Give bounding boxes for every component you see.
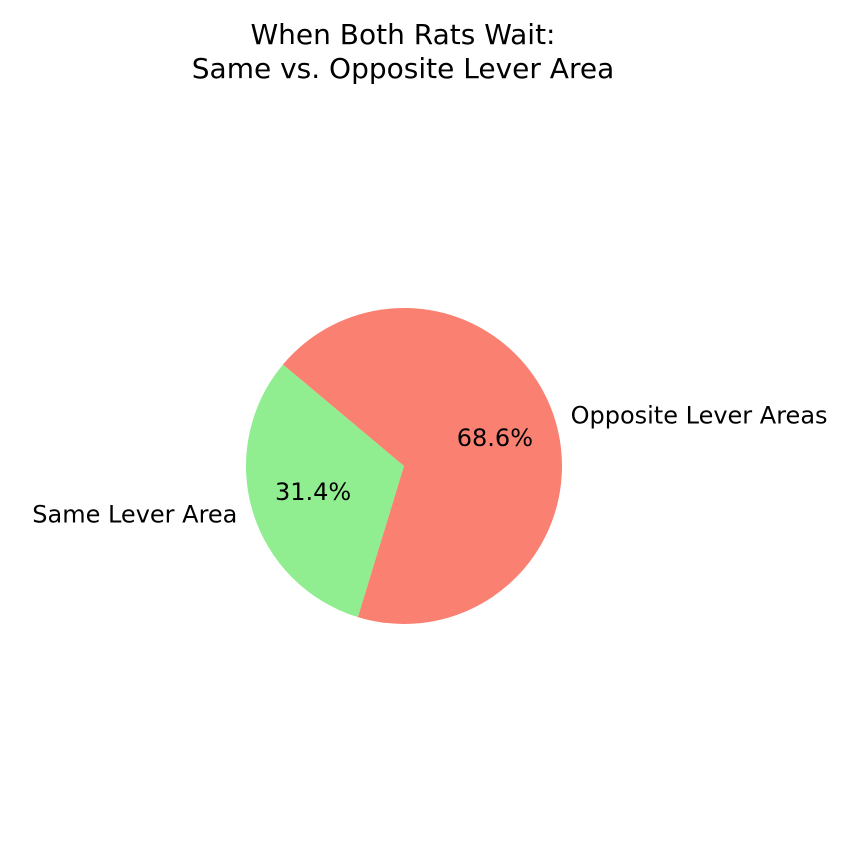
slice-pct-0: 31.4%	[275, 478, 351, 506]
chart-title-line-1: When Both Rats Wait:	[251, 18, 556, 51]
chart-title-line-2: Same vs. Opposite Lever Area	[192, 52, 614, 85]
slice-pct-1: 68.6%	[457, 424, 533, 452]
pie-labels: Same Lever Area 31.4% Opposite Lever Areas…	[32, 402, 827, 529]
pie-slices	[245, 308, 562, 625]
pie-slice-1	[282, 308, 562, 625]
slice-label-1: Opposite Lever Areas	[571, 402, 828, 430]
pie-slice-0	[245, 364, 404, 618]
slice-label-0: Same Lever Area	[32, 500, 237, 528]
